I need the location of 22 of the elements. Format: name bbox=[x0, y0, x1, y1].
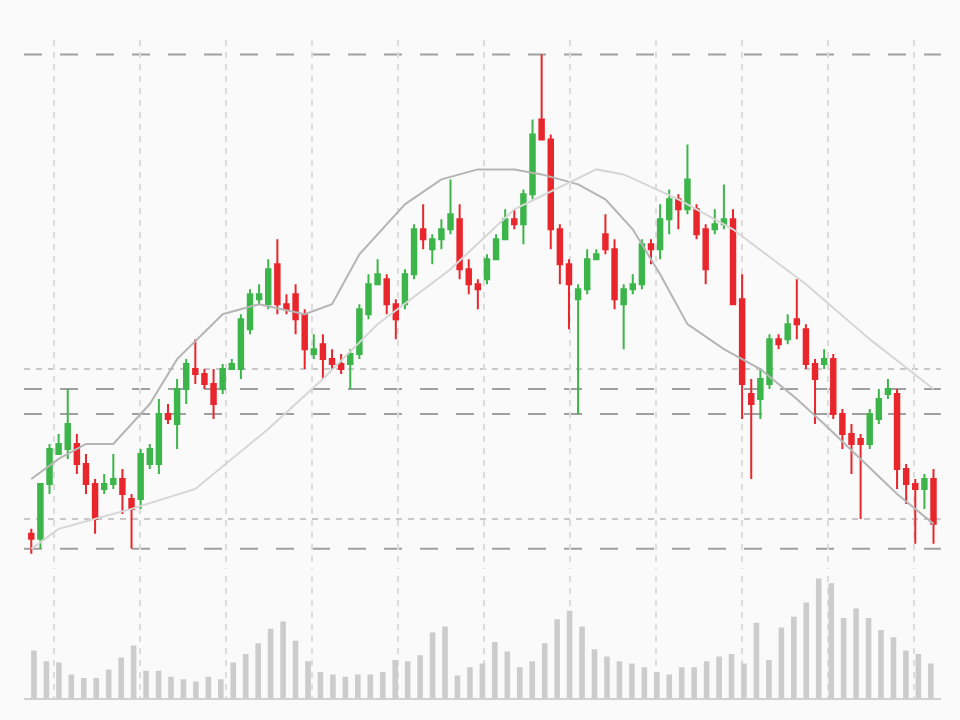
candlestick bbox=[921, 472, 928, 510]
candlestick bbox=[793, 278, 801, 341]
candlestick bbox=[164, 403, 172, 426]
candlestick bbox=[647, 238, 655, 266]
candlestick bbox=[119, 467, 126, 515]
candlestick bbox=[419, 203, 427, 251]
candlestick bbox=[310, 333, 318, 361]
candlestick bbox=[128, 492, 135, 550]
candlestick bbox=[820, 348, 828, 371]
candlestick bbox=[784, 313, 791, 346]
candlestick bbox=[930, 467, 937, 545]
candlestick bbox=[684, 143, 691, 216]
candlestick bbox=[775, 333, 782, 351]
candlestick bbox=[28, 527, 35, 555]
candlestick bbox=[720, 183, 728, 231]
candlestick bbox=[337, 353, 345, 376]
candlestick bbox=[675, 193, 682, 231]
candlestick bbox=[884, 378, 892, 401]
candlestick bbox=[511, 208, 518, 231]
candlestick bbox=[748, 378, 755, 480]
candlestick bbox=[155, 398, 163, 475]
candlestick bbox=[319, 333, 327, 381]
